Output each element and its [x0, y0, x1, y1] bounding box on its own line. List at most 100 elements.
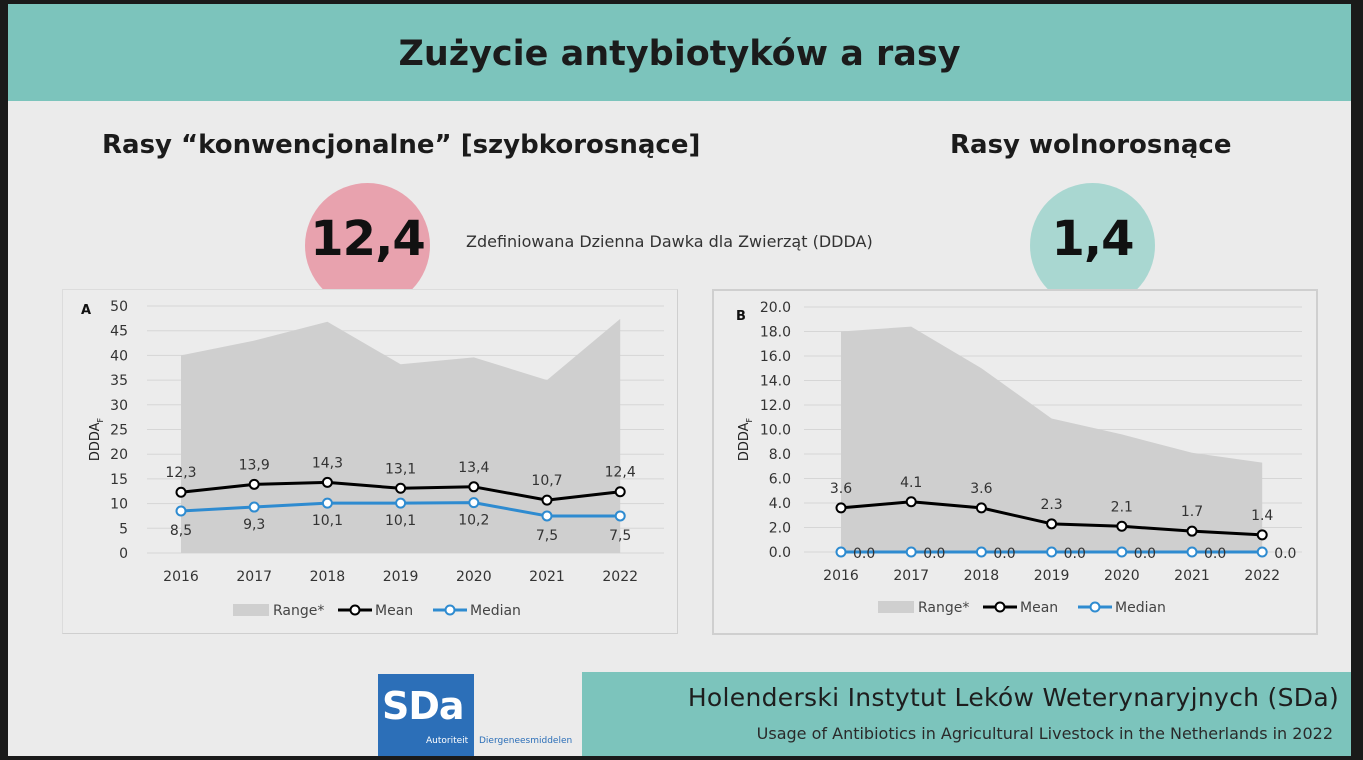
- chart-b-panel-label: B: [736, 309, 746, 324]
- right-value: 1,4: [1051, 211, 1134, 267]
- chart-b-mean-point: [1046, 518, 1058, 530]
- chart-b-y-axis-label-subscript: F: [745, 417, 754, 422]
- chart-b-mean-point: [1256, 529, 1268, 541]
- chart-a-mean-point: [175, 486, 187, 498]
- chart-a-median-data-label: 10,1: [312, 513, 343, 529]
- chart-b-median-point: [1046, 546, 1058, 558]
- chart-b-y-tick-label: 2.0: [769, 521, 791, 537]
- chart-b-y-tick-label: 6.0: [769, 472, 791, 488]
- chart-b-mean-point: [975, 502, 987, 514]
- chart-a-y-tick-label: 35: [110, 373, 128, 389]
- chart-a-mean-point: [541, 494, 553, 506]
- chart-a-mean-data-label: 13,9: [239, 457, 270, 473]
- chart-b-legend-range-swatch: [878, 601, 914, 613]
- chart-b-mean-data-label: 3.6: [830, 481, 852, 497]
- chart-a-median-data-label: 10,2: [458, 513, 489, 529]
- chart-b-x-tick-label: 2020: [1104, 568, 1140, 584]
- chart-b-mean-point: [1116, 520, 1128, 532]
- chart-a-legend-median-swatch-marker: [444, 604, 456, 616]
- chart-a-y-tick-label: 50: [110, 299, 128, 315]
- chart-b-median-data-label: 0.0: [1204, 546, 1226, 562]
- chart-b-legend-range-label: Range*: [918, 600, 969, 616]
- chart-a-y-tick-label: 15: [110, 472, 128, 488]
- chart-b-svg: 0.0 2.0 4.0 6.0 8.0 10.0 12.0 14.0 16.0 18.0 20.0 B…: [736, 300, 1302, 616]
- chart-b-mean-point: [905, 496, 917, 508]
- chart-a-x-tick-label: 2016: [163, 569, 199, 585]
- chart-a-legend-mean-swatch-marker: [349, 604, 361, 616]
- logo-text: SDa: [382, 684, 465, 728]
- chart-b-median-data-label: 0.0: [853, 546, 875, 562]
- logo-box: SDa Autoriteit: [378, 674, 474, 756]
- chart-a-mean-data-label: 13,1: [385, 461, 416, 477]
- chart-b-y-tick-label: 20.0: [760, 300, 791, 316]
- chart-b-median-data-label: 0.0: [1064, 546, 1086, 562]
- chart-a-mean-data-label: 13,4: [458, 460, 489, 476]
- chart-b-y-tick-label: 10.0: [760, 423, 791, 439]
- chart-a-mean-point: [395, 482, 407, 494]
- chart-b-mean-data-label: 1.4: [1251, 508, 1273, 524]
- chart-a-legend-range-swatch: [233, 604, 269, 616]
- left-section-title: Rasy “konwencjonalne” [szybkorosnące]: [102, 130, 701, 160]
- chart-a-median-data-label: 9,3: [243, 517, 265, 533]
- chart-a-median-data-label: 10,1: [385, 513, 416, 529]
- chart-a-y-tick-label: 20: [110, 447, 128, 463]
- chart-a-median-point: [248, 501, 260, 513]
- chart-b-range-area: [841, 326, 1263, 552]
- chart-a-mean-point: [468, 481, 480, 493]
- chart-a-svg: 0 5 10 15 20 25 30 35 40 45 50 A DDDAF 2016 2017 2018 20…: [81, 299, 664, 619]
- chart-a-mean-data-label: 12,4: [605, 465, 636, 481]
- chart-a-median-point: [175, 505, 187, 517]
- chart-b-y-axis-label: DDDAF: [737, 417, 754, 461]
- chart-b-x-tick-label: 2018: [964, 568, 1000, 584]
- chart-b-y-tick-label: 0.0: [769, 545, 791, 561]
- chart-a-y-tick-label: 30: [110, 398, 128, 414]
- chart-a-mean-data-label: 14,3: [312, 455, 343, 471]
- chart-a-median-point: [541, 510, 553, 522]
- chart-panel-a: 0 5 10 15 20 25 30 35 40 45 50 A DDDAF 2016 2017 2018 20…: [62, 289, 678, 634]
- left-value: 12,4: [310, 211, 425, 267]
- chart-a-median-point: [468, 497, 480, 509]
- chart-b-legend-mean-label: Mean: [1020, 600, 1058, 616]
- sda-logo: SDa Autoriteit Diergeneesmiddelen: [378, 674, 588, 756]
- chart-b-mean-data-label: 3.6: [970, 481, 992, 497]
- dose-unit-label: Zdefiniowana Dzienna Dawka dla Zwierząt …: [466, 232, 873, 251]
- chart-b-mean-data-label: 2.3: [1040, 497, 1062, 513]
- chart-b-mean-data-label: 2.1: [1111, 499, 1133, 515]
- chart-a-mean-point: [248, 478, 260, 490]
- chart-a-x-tick-label: 2017: [236, 569, 272, 585]
- chart-b-mean-point: [835, 502, 847, 514]
- chart-panel-b: 0.0 2.0 4.0 6.0 8.0 10.0 12.0 14.0 16.0 18.0 20.0 B…: [712, 289, 1318, 635]
- report-title: Usage of Antibiotics in Agricultural Liv…: [756, 724, 1333, 743]
- chart-b-legend-median-label: Median: [1115, 600, 1166, 616]
- left-value-circle: [305, 183, 430, 290]
- chart-a-y-tick-label: 40: [110, 348, 128, 364]
- chart-b-median-point: [1256, 546, 1268, 558]
- chart-a-median-point: [395, 497, 407, 509]
- chart-a-mean-point: [614, 486, 626, 498]
- left-value-badge: 12,4: [305, 183, 430, 290]
- page-title: Zużycie antybiotyków a rasy: [398, 34, 961, 74]
- chart-a-x-tick-label: 2022: [602, 569, 638, 585]
- chart-b-y-tick-label: 14.0: [760, 374, 791, 390]
- right-section-title: Rasy wolnorosnące: [950, 130, 1232, 160]
- chart-a-x-tick-label: 2020: [456, 569, 492, 585]
- chart-a-x-tick-label: 2018: [310, 569, 346, 585]
- chart-b-median-data-label: 0.0: [993, 546, 1015, 562]
- chart-a-mean-data-label: 12,3: [165, 465, 196, 481]
- chart-b-median-data-label: 0.0: [1274, 546, 1296, 562]
- right-value-badge: 1,4: [1030, 183, 1155, 290]
- chart-b-y-tick-label: 18.0: [760, 325, 791, 341]
- chart-a-legend-median-label: Median: [470, 603, 521, 619]
- chart-b-x-tick-label: 2021: [1174, 568, 1210, 584]
- chart-a-x-tick-label: 2021: [529, 569, 565, 585]
- chart-a-median-data-label: 7,5: [536, 528, 558, 544]
- chart-b-x-tick-label: 2016: [823, 568, 859, 584]
- chart-b-y-tick-label: 16.0: [760, 349, 791, 365]
- chart-a-panel-label: A: [81, 303, 91, 318]
- chart-a-y-axis-label-subscript: F: [96, 417, 105, 422]
- chart-a-y-tick-label: 45: [110, 324, 128, 340]
- chart-a-y-tick-label: 0: [119, 546, 128, 562]
- chart-a-median-data-label: 7,5: [609, 528, 631, 544]
- chart-a-median-point: [614, 510, 626, 522]
- footer-band: Holenderski Instytut Leków Weterynaryjny…: [582, 672, 1351, 756]
